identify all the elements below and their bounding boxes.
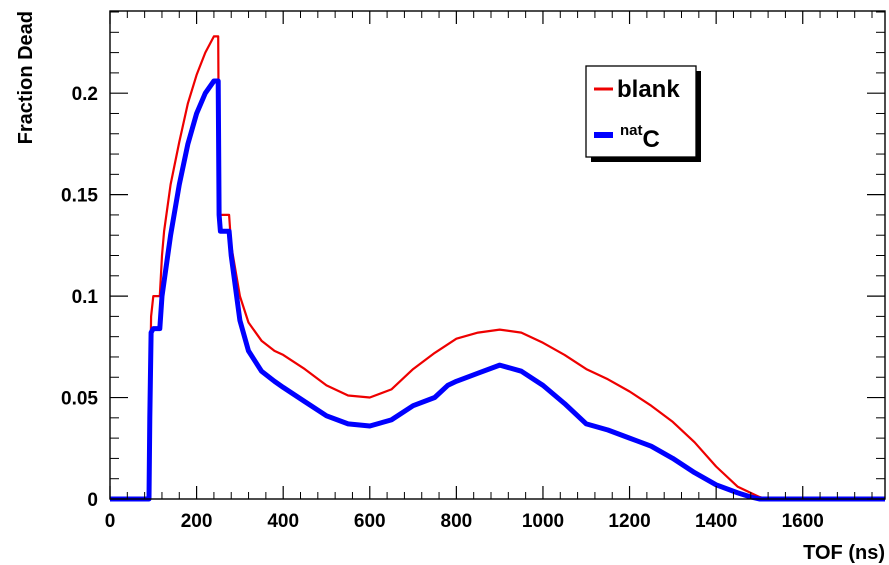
legend-box [585,65,697,158]
ticks-layer [109,11,885,500]
plot-frame [109,10,886,500]
y-axis-title: Fraction Dead [15,11,37,144]
x-tick-label: 200 [181,511,213,532]
series-layer [110,35,885,502]
legend-label-blank: blank [617,76,680,103]
y-tick-label: 0.15 [61,186,98,207]
legend-label-c: C [643,126,660,153]
series-line-blank [110,35,885,501]
y-tick-label: 0.05 [61,389,98,410]
x-axis-title: TOF (ns) [803,542,885,564]
x-tick-label: 1400 [695,511,737,532]
x-tick-label: 1200 [608,511,650,532]
series-line-natc [110,78,885,502]
x-tick-label: 1000 [522,511,564,532]
labels-layer: 0 200 400 600 800 1000 1200 1400 1600 0 0.05 0.1 0.1… [61,84,824,532]
legend: blank natC [585,65,701,162]
x-tick-label: 400 [267,511,299,532]
y-tick-label: 0.1 [72,287,99,308]
legend-label-natc: natC [620,122,660,153]
x-tick-label: 800 [441,511,473,532]
legend-superscript-nat: nat [620,122,643,139]
x-tick-label: 0 [105,511,116,532]
y-tick-label: 0.2 [72,84,98,105]
x-tick-label: 1600 [782,511,824,532]
y-tick-label: 0 [87,490,98,511]
x-tick-label: 600 [354,511,386,532]
